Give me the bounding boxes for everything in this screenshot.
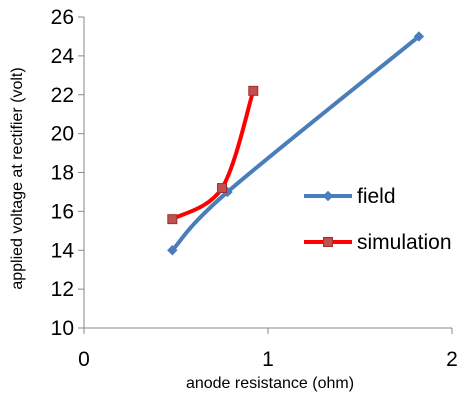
data-point-simulation — [167, 214, 178, 225]
y-tick-label: 16 — [51, 200, 74, 223]
data-point-field — [413, 31, 425, 42]
legend-item-simulation: simulation — [304, 231, 452, 254]
legend-swatch-marker — [323, 237, 333, 247]
y-axis-title: applied voltage at rectifier (volt) — [9, 67, 26, 289]
y-tick-label: 18 — [51, 162, 74, 185]
legend-label: simulation — [357, 231, 452, 254]
x-axis-title: anode resistance (ohm) — [186, 375, 354, 392]
series-field — [167, 31, 425, 256]
x-ticks: 0 1 2 — [78, 328, 458, 371]
legend-item-field: field — [304, 185, 396, 208]
y-tick-label: 20 — [51, 123, 74, 146]
legend: field simulation — [304, 185, 452, 254]
y-tick-label: 10 — [51, 317, 74, 340]
series-layer — [167, 31, 425, 256]
x-tick-label: 1 — [262, 348, 274, 371]
x-tick-label: 0 — [78, 348, 90, 371]
series-simulation — [167, 85, 259, 225]
y-tick-label: 14 — [51, 239, 75, 262]
series-line-field — [170, 34, 421, 253]
data-point-simulation — [248, 85, 259, 96]
legend-label: field — [357, 185, 396, 208]
y-tick-label: 22 — [51, 84, 74, 107]
data-point-simulation — [217, 183, 227, 194]
axes — [83, 17, 452, 329]
x-tick-label: 2 — [446, 348, 458, 371]
y-tick-label: 26 — [51, 6, 74, 29]
series-line-simulation — [170, 88, 256, 222]
y-tick-label: 12 — [51, 278, 74, 301]
data-point-field — [167, 245, 178, 256]
legend-swatch-marker — [322, 190, 334, 202]
y-tick-label: 24 — [51, 45, 75, 68]
y-ticks: 10 12 14 16 18 20 22 24 26 — [51, 6, 84, 340]
